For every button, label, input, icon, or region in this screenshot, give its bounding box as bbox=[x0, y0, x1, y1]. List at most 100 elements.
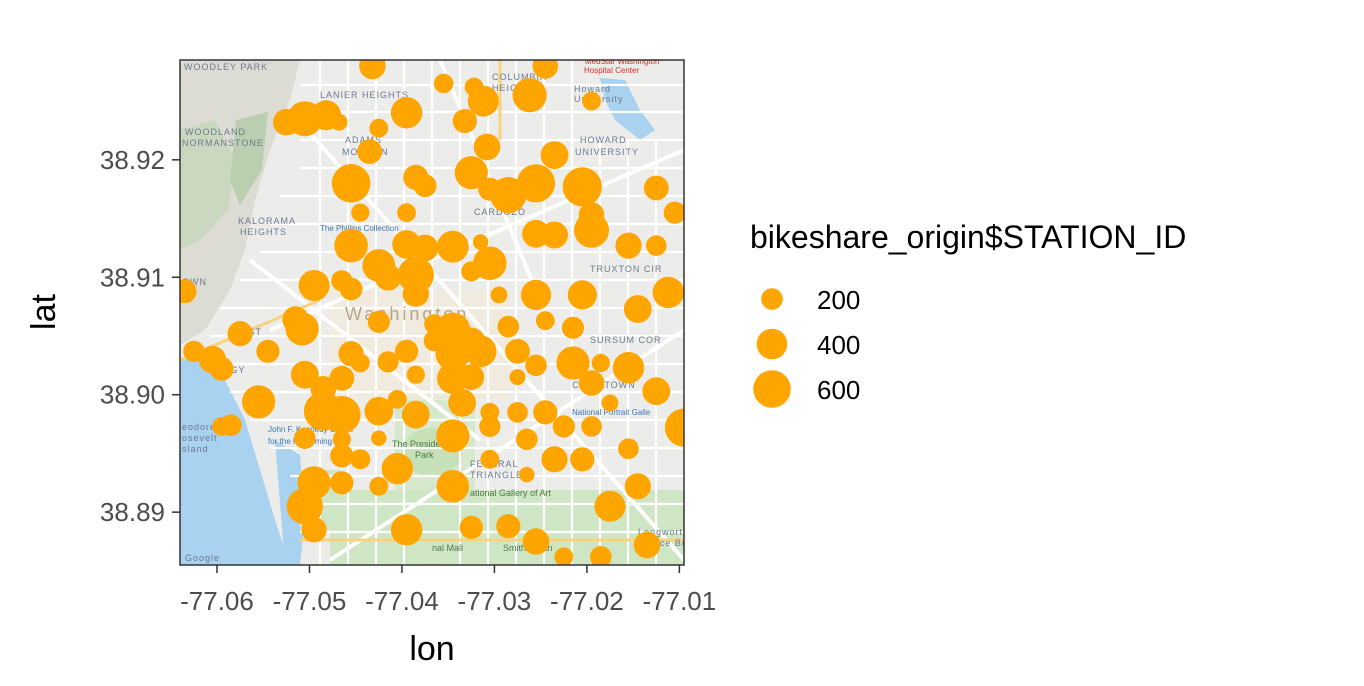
data-point bbox=[285, 312, 319, 346]
data-point bbox=[490, 286, 508, 304]
data-point bbox=[452, 109, 477, 134]
data-point bbox=[350, 449, 371, 470]
data-point bbox=[448, 389, 476, 417]
data-point bbox=[339, 277, 363, 301]
data-point bbox=[624, 473, 651, 500]
svg-text:National Portrait Galle: National Portrait Galle bbox=[572, 408, 651, 417]
data-point bbox=[556, 346, 590, 380]
data-point bbox=[369, 118, 389, 138]
svg-text:Howard: Howard bbox=[574, 84, 611, 94]
points-layer bbox=[180, 60, 684, 565]
data-point bbox=[294, 427, 316, 450]
data-point bbox=[374, 264, 402, 291]
data-point bbox=[561, 316, 585, 339]
svg-text:HEIGHTS: HEIGHTS bbox=[240, 227, 287, 237]
data-point bbox=[406, 365, 425, 384]
data-point bbox=[369, 476, 389, 496]
legend-key bbox=[753, 370, 791, 408]
data-point bbox=[554, 547, 574, 565]
x-tick-label: -77.05 bbox=[273, 586, 347, 616]
svg-text:LANIER HEIGHTS: LANIER HEIGHTS bbox=[320, 90, 409, 100]
svg-text:sland: sland bbox=[182, 444, 209, 454]
data-point bbox=[330, 113, 348, 131]
svg-text:KALORAMA: KALORAMA bbox=[238, 216, 296, 226]
data-point bbox=[371, 430, 387, 446]
data-point bbox=[505, 338, 530, 364]
data-point bbox=[323, 395, 361, 434]
svg-text:HOWARD: HOWARD bbox=[580, 135, 627, 145]
data-point bbox=[330, 444, 354, 468]
data-point bbox=[574, 212, 609, 248]
data-point bbox=[397, 203, 416, 223]
data-point bbox=[633, 531, 661, 559]
data-point bbox=[473, 133, 501, 161]
data-point bbox=[646, 235, 667, 256]
data-point bbox=[570, 447, 595, 472]
legend-key bbox=[761, 288, 783, 310]
data-point bbox=[390, 514, 423, 546]
data-point bbox=[578, 370, 605, 396]
data-point bbox=[359, 60, 386, 80]
data-point bbox=[652, 276, 684, 309]
svg-text:MedStar Washington: MedStar Washington bbox=[585, 57, 659, 66]
data-point bbox=[401, 400, 430, 429]
data-point bbox=[479, 415, 501, 437]
data-point bbox=[381, 453, 413, 485]
svg-text:TRUXTON CIR: TRUXTON CIR bbox=[590, 264, 662, 274]
svg-text:Hospital Center: Hospital Center bbox=[584, 66, 639, 75]
data-point bbox=[496, 514, 521, 539]
data-point bbox=[664, 408, 684, 447]
data-point bbox=[367, 310, 390, 333]
legend-key bbox=[756, 328, 788, 360]
data-point bbox=[642, 377, 671, 406]
data-point bbox=[663, 201, 684, 224]
data-point bbox=[522, 528, 550, 555]
x-axis-title: lon bbox=[409, 630, 454, 668]
svg-text:The Preside: The Preside bbox=[392, 439, 441, 449]
data-point bbox=[387, 390, 407, 409]
svg-text:ADAMS: ADAMS bbox=[345, 135, 382, 145]
svg-text:Longworth House: Longworth House bbox=[638, 527, 724, 537]
data-point bbox=[591, 353, 610, 373]
legend-label: 600 bbox=[817, 375, 860, 405]
data-point bbox=[350, 353, 370, 373]
data-point bbox=[532, 60, 559, 79]
data-point bbox=[509, 369, 526, 386]
data-point bbox=[256, 339, 280, 363]
data-point bbox=[458, 364, 485, 390]
data-point bbox=[227, 321, 253, 347]
data-point bbox=[472, 234, 489, 250]
svg-text:nal Mall: nal Mall bbox=[432, 543, 463, 553]
data-point bbox=[212, 417, 232, 436]
data-point bbox=[433, 73, 454, 94]
data-point bbox=[273, 108, 300, 136]
data-point bbox=[525, 354, 547, 377]
svg-text:TRIANGLE: TRIANGLE bbox=[470, 470, 523, 480]
data-point bbox=[522, 219, 550, 248]
data-point bbox=[377, 351, 399, 373]
data-point bbox=[473, 246, 507, 280]
data-point bbox=[594, 490, 626, 522]
data-point bbox=[643, 175, 669, 201]
x-tick-label: -77.01 bbox=[643, 586, 717, 616]
svg-text:The Phillips Collection: The Phillips Collection bbox=[320, 224, 399, 233]
data-point bbox=[552, 415, 575, 438]
legend-title: bikeshare_origin$STATION_ID bbox=[750, 219, 1186, 255]
data-point bbox=[623, 295, 652, 323]
y-axis-title: lat bbox=[25, 293, 63, 329]
data-point bbox=[516, 164, 556, 203]
data-point bbox=[329, 365, 355, 391]
legend: bikeshare_origin$STATION_ID 200 400 600 bbox=[750, 219, 1186, 408]
svg-text:Office Building: Office Building bbox=[642, 538, 715, 548]
data-point bbox=[402, 280, 429, 307]
data-point bbox=[436, 419, 470, 453]
data-point bbox=[459, 515, 483, 540]
x-tick-label: -77.04 bbox=[365, 586, 439, 616]
svg-text:UNIVERSITY: UNIVERSITY bbox=[575, 147, 639, 157]
data-point bbox=[541, 446, 568, 473]
data-point bbox=[435, 336, 471, 371]
y-tick-label: 38.90 bbox=[100, 380, 165, 410]
data-point bbox=[395, 339, 419, 363]
data-point bbox=[562, 167, 602, 207]
data-point bbox=[351, 203, 370, 222]
